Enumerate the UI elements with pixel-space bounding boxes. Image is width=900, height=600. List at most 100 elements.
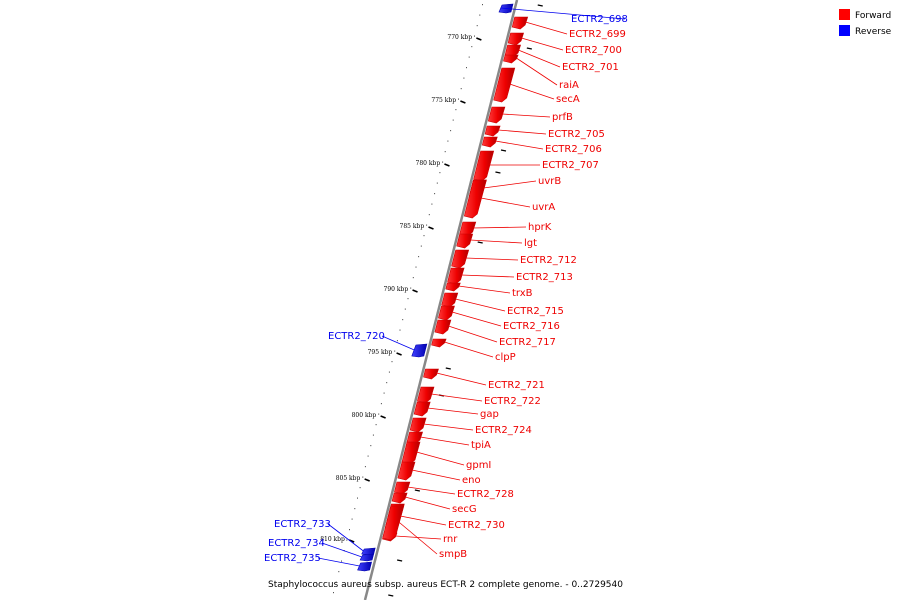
gene-arrow[interactable] [507,32,525,46]
gene-arrow[interactable] [441,292,459,308]
gene-label[interactable]: clpP [495,352,516,363]
gene-label[interactable]: uvrB [538,176,561,187]
feature-marker [526,47,532,50]
tick-label: 770 kbp [447,34,472,41]
gene-label[interactable]: ECTR2_721 [488,380,545,391]
gene-label[interactable]: ECTR2_720 [328,331,385,342]
gene-label[interactable]: ECTR2_700 [565,45,622,56]
legend-forward-label: Forward [855,11,891,21]
gene-leader-line [451,311,502,327]
gene-arrow[interactable] [431,338,447,348]
tick-label: 795 kbp [368,349,393,356]
gene-leader-line [448,325,498,343]
gene-arrow[interactable] [413,401,431,417]
gene-label[interactable]: ECTR2_701 [562,62,619,73]
gene-label[interactable]: ECTR2_717 [499,337,556,348]
gene-leader-line [495,140,544,150]
gene-label[interactable]: raiA [559,80,579,91]
gene-arrow[interactable] [451,249,470,269]
tick-mark [364,478,370,482]
feature-marker [537,4,543,7]
tick-mark [396,352,402,356]
gene-arrow[interactable] [493,67,516,103]
gene-label[interactable]: ECTR2_735 [264,553,321,564]
gene-leader-line [473,226,527,229]
tick-mark [380,415,386,419]
tick-layer: 770 kbp 775 kbp 780 kbp 785 kbp 790 kbp 795 k… [320,34,482,543]
gene-label[interactable]: ECTR2_706 [545,144,602,155]
gene-label[interactable]: ECTR2_730 [448,520,505,531]
gene-leader-line [465,257,519,261]
gene-label[interactable]: uvrA [532,202,555,213]
gene-leader-line [423,423,474,431]
gene-label[interactable]: gap [480,409,499,420]
gene-arrow[interactable] [417,386,435,404]
gene-arrow[interactable] [423,368,439,380]
gene-label[interactable]: gpmI [466,460,491,471]
tick-label: 780 kbp [416,160,441,167]
gene-leader-line [431,393,483,402]
gene-arrow[interactable] [487,106,506,124]
gene-label[interactable]: hprK [528,222,552,233]
gene-label[interactable]: ECTR2_715 [507,306,564,317]
gene-arrow[interactable] [397,461,416,481]
gene-label[interactable]: ECTR2_699 [569,29,626,40]
gene-label[interactable]: ECTR2_716 [503,321,560,332]
legend-reverse-swatch [839,25,850,36]
tick-label: 810 kbp [320,536,345,543]
gene-label[interactable]: smpB [439,549,467,560]
gene-label[interactable]: lgt [524,238,537,249]
gene-arrow[interactable] [382,505,405,541]
feature-marker [388,594,394,597]
gene-arrow[interactable] [391,492,408,504]
gene-arrow[interactable] [445,282,461,292]
feature-marker [414,489,421,492]
gene-arrow[interactable] [511,16,529,30]
gene-arrow[interactable] [447,267,465,285]
gene-label[interactable]: ECTR2_705 [548,129,605,140]
gene-arrow[interactable] [434,319,452,335]
gene-label[interactable]: ECTR2_707 [542,160,599,171]
gene-arrow[interactable] [394,481,411,495]
gene-arrow[interactable] [409,417,427,433]
gene-leader-line [400,515,447,526]
gene-label[interactable]: ECTR2_713 [516,272,573,283]
gene-label[interactable]: ECTR2_728 [457,489,514,500]
gene-leader-line [470,239,523,244]
gene-arrow[interactable] [484,125,501,137]
tick-mark [444,163,450,167]
gene-label[interactable]: ECTR2_734 [268,538,325,549]
gene-leader-line [525,21,568,35]
gene-label[interactable]: secG [452,504,477,515]
gene-label[interactable]: ECTR2_712 [520,255,577,266]
gene-label[interactable]: rnr [443,534,458,545]
gene-arrow[interactable] [463,179,487,219]
gene-label[interactable]: secA [556,94,580,105]
gene-layer [357,3,543,597]
gene-label[interactable]: prfB [552,112,573,123]
gene-arrow[interactable] [473,150,495,182]
gene-label[interactable]: tpiA [471,440,491,451]
gene-arrow[interactable] [357,561,372,572]
gene-arrow[interactable] [503,54,519,64]
gene-leader-line [411,469,461,481]
gene-arrow[interactable] [481,136,498,148]
gene-arrow[interactable] [438,305,455,321]
gene-label[interactable]: ECTR2_724 [475,425,532,436]
tick-mark [412,289,418,293]
tick-label: 790 kbp [384,286,409,293]
gene-label[interactable]: ECTR2_722 [484,396,541,407]
gene-leader-line [321,542,363,558]
gene-label[interactable]: ECTR2_733 [274,519,331,530]
gene-leader-line [381,335,415,351]
gene-arrow[interactable] [411,343,428,358]
gene-label[interactable]: eno [462,475,481,486]
gene-leader-line [509,83,555,100]
tick-label: 805 kbp [336,475,361,482]
gene-label[interactable]: ECTR2_698 [571,14,628,25]
feature-marker [500,149,507,152]
gene-leader-line [327,523,364,552]
gene-arrow[interactable] [456,233,474,249]
gene-arrow[interactable] [359,553,375,562]
gene-label[interactable]: trxB [512,288,533,299]
